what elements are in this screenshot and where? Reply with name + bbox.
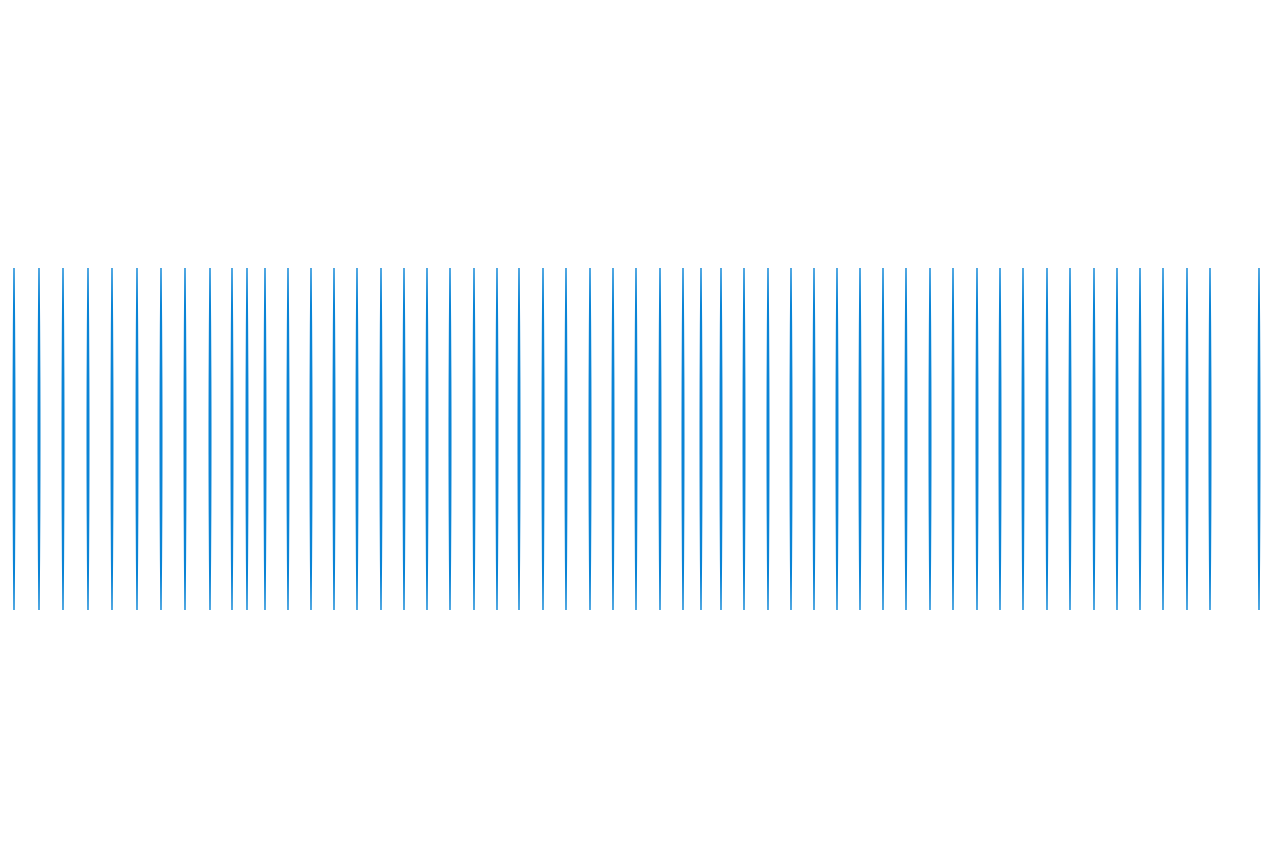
vertical-line bbox=[472, 267, 476, 611]
vertical-line bbox=[425, 267, 429, 611]
vertical-line bbox=[766, 267, 770, 611]
vertical-line bbox=[110, 267, 114, 611]
vertical-line bbox=[975, 267, 979, 611]
vertical-line bbox=[332, 267, 336, 611]
vertical-line bbox=[719, 267, 723, 611]
vertical-line bbox=[1138, 267, 1142, 611]
vertical-line bbox=[1208, 267, 1212, 611]
vertical-line bbox=[658, 267, 662, 611]
vertical-line bbox=[835, 267, 839, 611]
vertical-line bbox=[1021, 267, 1025, 611]
vertical-line bbox=[564, 267, 568, 611]
vertical-line bbox=[448, 267, 452, 611]
vertical-line bbox=[541, 267, 545, 611]
vertical-line bbox=[245, 267, 249, 611]
vertical-line bbox=[699, 267, 703, 611]
vertical-line bbox=[1161, 267, 1165, 611]
vertical-line bbox=[309, 267, 313, 611]
vertical-line bbox=[230, 267, 234, 611]
vertical-line bbox=[1068, 267, 1072, 611]
vertical-line bbox=[742, 267, 746, 611]
vertical-line bbox=[86, 267, 90, 611]
vertical-line bbox=[135, 267, 139, 611]
vertical-line bbox=[904, 267, 908, 611]
vertical-line bbox=[12, 267, 16, 611]
vertical-line bbox=[1045, 267, 1049, 611]
vertical-line bbox=[1185, 267, 1189, 611]
vertical-line bbox=[402, 267, 406, 611]
vertical-line bbox=[355, 267, 359, 611]
vertical-line bbox=[263, 267, 267, 611]
vertical-line bbox=[611, 267, 615, 611]
vertical-line bbox=[1257, 267, 1261, 611]
vertical-line bbox=[159, 267, 163, 611]
vertical-line bbox=[789, 267, 793, 611]
vertical-line bbox=[183, 267, 187, 611]
vertical-line bbox=[951, 267, 955, 611]
vertical-line bbox=[1115, 267, 1119, 611]
vertical-line bbox=[634, 267, 638, 611]
line-group bbox=[12, 267, 1261, 611]
vertical-line bbox=[37, 267, 41, 611]
vertical-line bbox=[61, 267, 65, 611]
vertical-line bbox=[379, 267, 383, 611]
vertical-line bbox=[208, 267, 212, 611]
vertical-line bbox=[681, 267, 685, 611]
vertical-line bbox=[286, 267, 290, 611]
vertical-line bbox=[858, 267, 862, 611]
vertical-line bbox=[1092, 267, 1096, 611]
vertical-line bbox=[998, 267, 1002, 611]
vertical-line bbox=[517, 267, 521, 611]
vertical-line bbox=[495, 267, 499, 611]
vertical-line bbox=[588, 267, 592, 611]
vertical-line bbox=[881, 267, 885, 611]
vertical-line bbox=[812, 267, 816, 611]
vertical-line bbox=[928, 267, 932, 611]
